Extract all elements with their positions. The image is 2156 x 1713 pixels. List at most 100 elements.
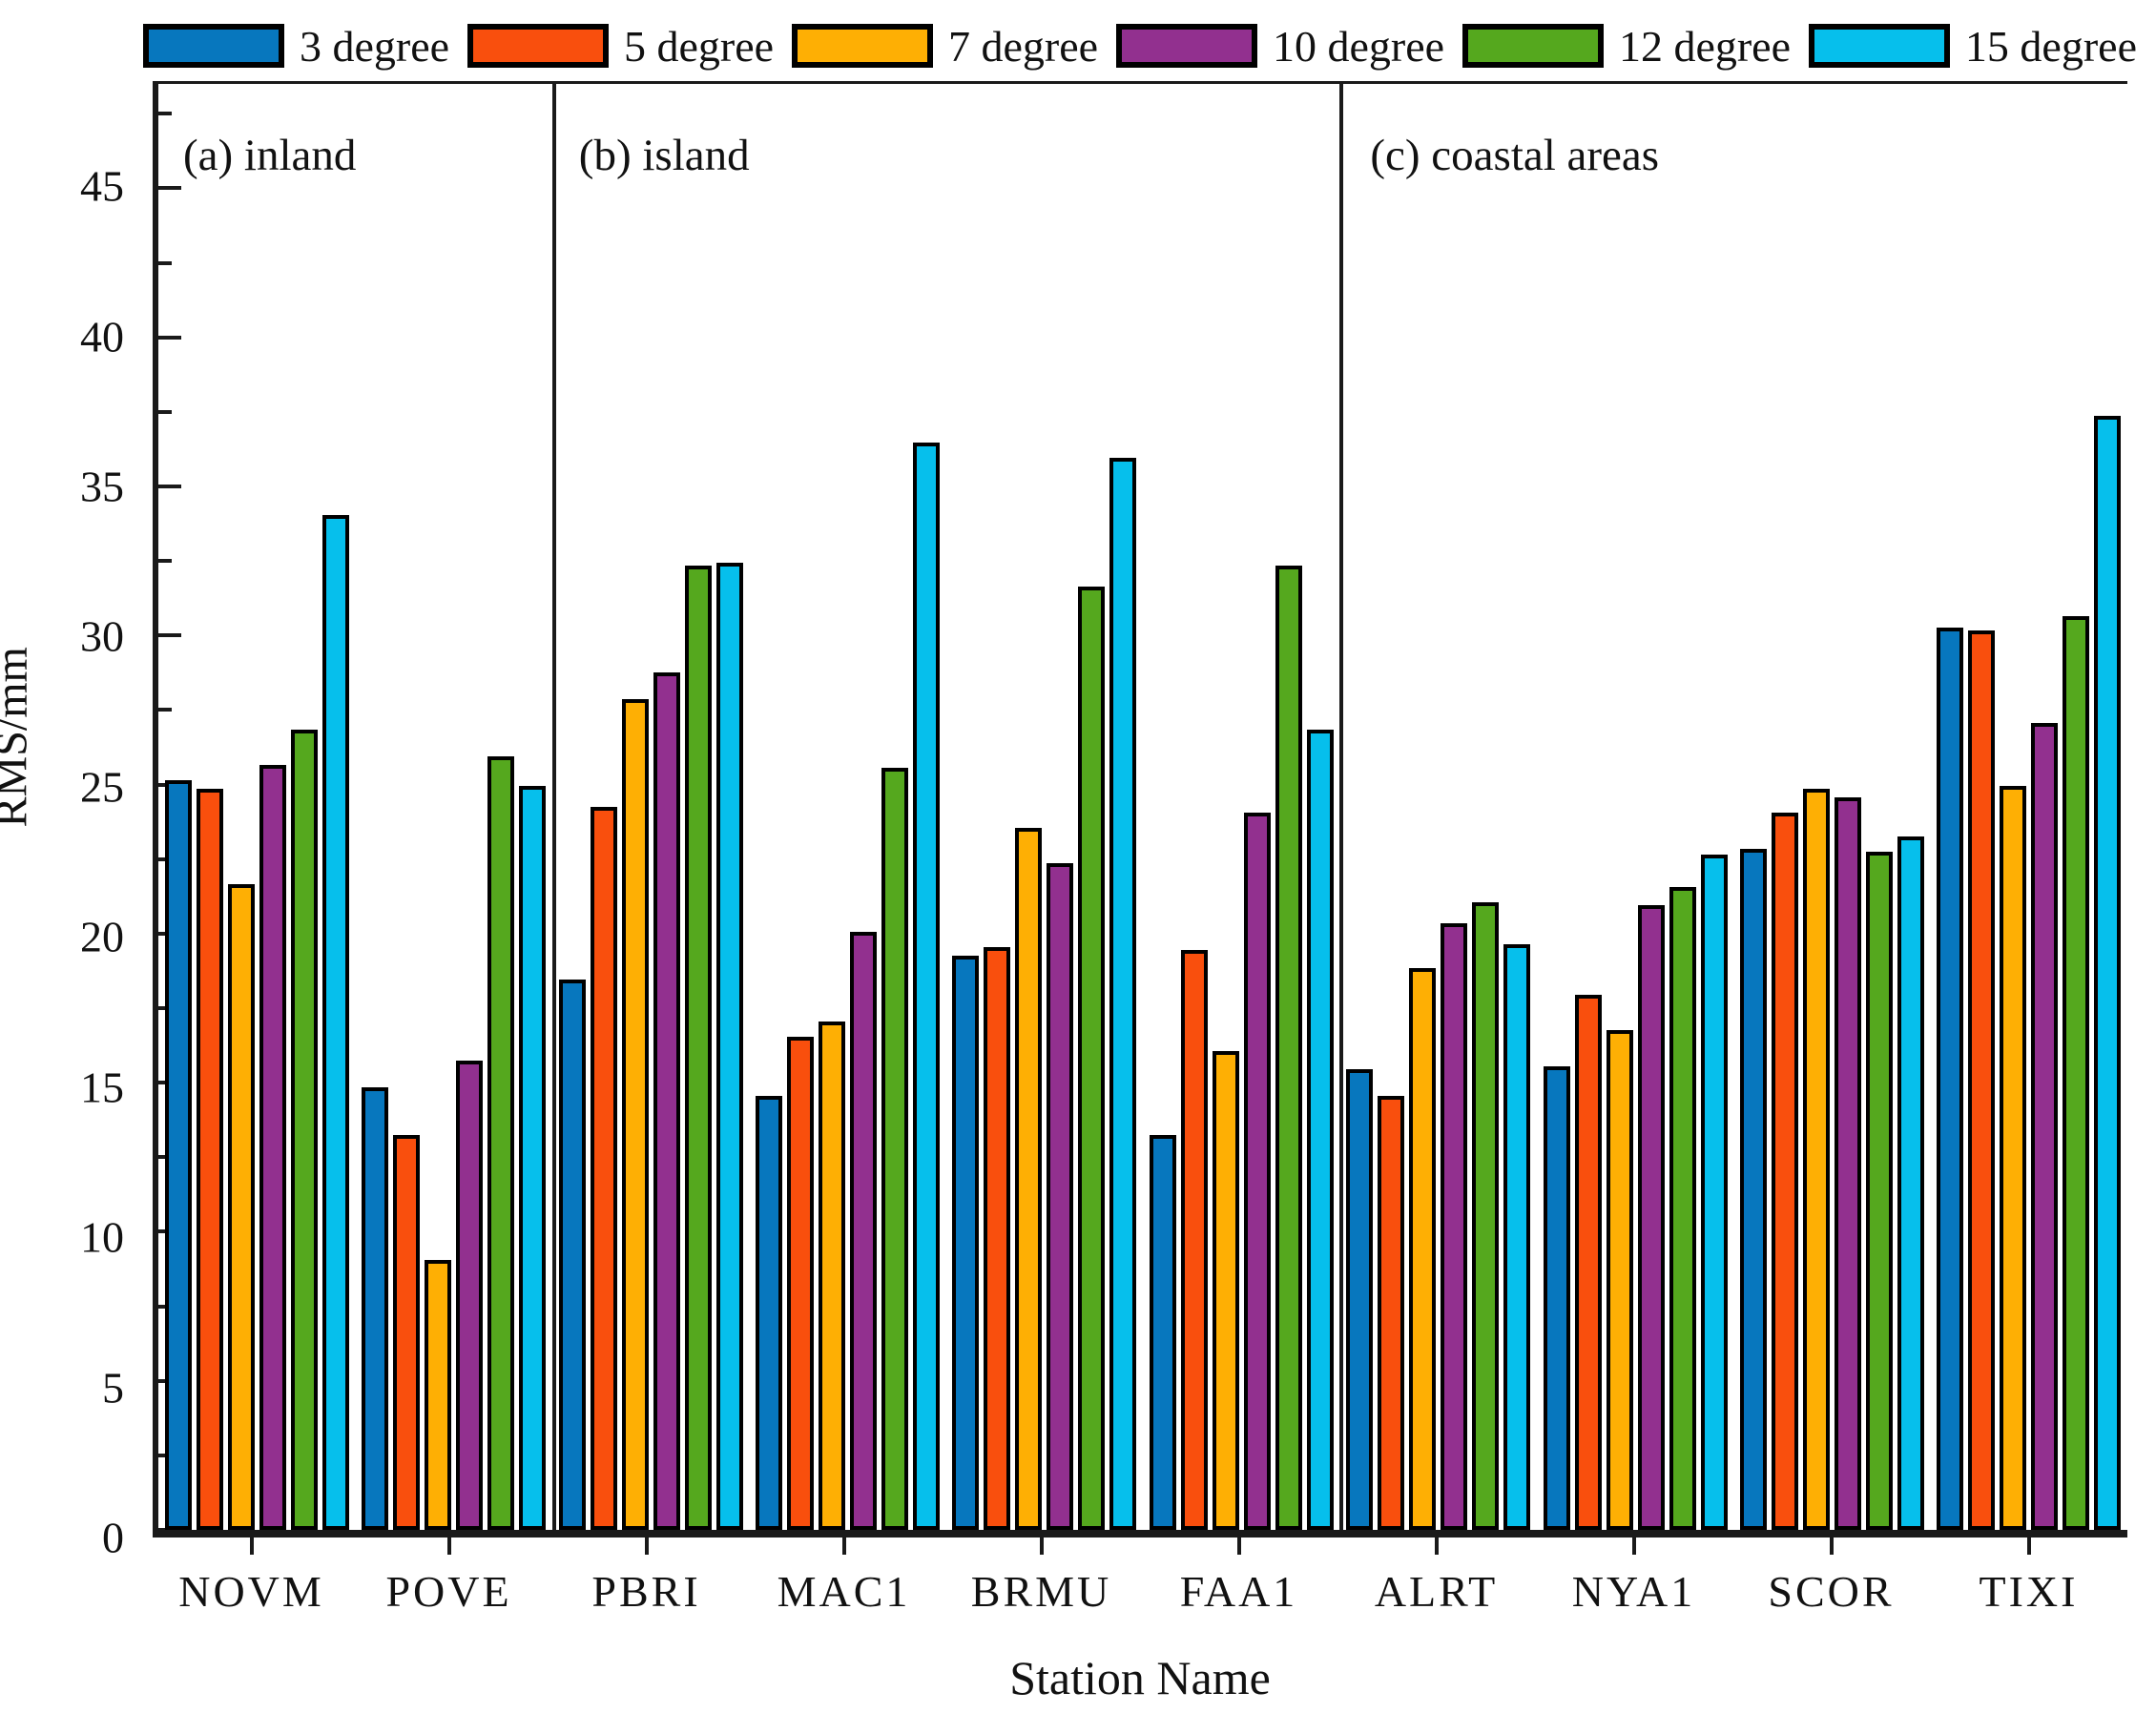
legend-entry-12-degree: 12 degree (1462, 21, 1791, 72)
bar-faa1-10-degree (1243, 813, 1271, 1530)
bar-group-faa1 (1143, 84, 1339, 1530)
bar-group-scor (1733, 84, 1930, 1530)
y-tick-label-5: 5 (102, 1363, 124, 1413)
legend-label: 3 degree (300, 21, 450, 71)
x-axis-title: Station Name (1009, 1651, 1271, 1704)
y-minor-tick-47.5 (158, 112, 172, 116)
x-tick-label-alrt: ALRT (1374, 1567, 1499, 1616)
bar-tixi-12-degree (2063, 615, 2090, 1530)
bar-nya1-15-degree (1700, 854, 1728, 1530)
bar-alrt-15-degree (1503, 943, 1531, 1530)
x-tick-label-mac1: MAC1 (777, 1567, 911, 1616)
bar-pbri-15-degree (715, 562, 743, 1530)
y-minor-tick-42.5 (158, 260, 172, 265)
legend-entry-5-degree: 5 degree (466, 21, 774, 72)
x-axis: NOVM POVE PBRI MAC1 BRMU FAA1 ALRT NYA1 SCOR TIXI… (153, 1538, 2127, 1713)
x-tick-label-nya1: NYA1 (1571, 1567, 1696, 1616)
panel-label-coastal: (c) coastal areas (1370, 131, 1660, 180)
bar-scor-3-degree (1739, 848, 1767, 1530)
bar-faa1-12-degree (1275, 565, 1302, 1530)
bar-pove-15-degree (519, 785, 547, 1530)
y-major-tick-35 (158, 484, 181, 488)
legend-swatch-15-degree (1808, 24, 1950, 68)
bar-novm-3-degree (164, 779, 192, 1530)
y-tick-label-30: 30 (80, 611, 124, 661)
bar-mac1-3-degree (755, 1096, 782, 1530)
legend-swatch-7-degree (791, 24, 933, 68)
bar-novm-5-degree (196, 789, 223, 1530)
y-tick-label-20: 20 (80, 912, 124, 961)
bar-novm-10-degree (259, 765, 286, 1530)
x-tick-alrt (1434, 1538, 1439, 1555)
bar-group-tixi (1931, 84, 2127, 1530)
y-tick-label-0: 0 (102, 1513, 124, 1562)
bar-pove-10-degree (456, 1060, 484, 1530)
x-tick-label-scor: SCOR (1768, 1567, 1895, 1616)
bar-pbri-10-degree (653, 672, 680, 1530)
y-axis-title: RMS/mm (0, 647, 37, 828)
bar-pbri-3-degree (558, 980, 586, 1530)
bar-group-novm (158, 84, 355, 1530)
bar-alrt-7-degree (1409, 967, 1437, 1530)
bar-nya1-12-degree (1669, 887, 1696, 1530)
bar-brmu-15-degree (1109, 458, 1137, 1530)
bar-alrt-5-degree (1378, 1096, 1405, 1530)
panel-divider-inland-island (551, 84, 556, 1530)
y-tick-label-10: 10 (80, 1212, 124, 1262)
y-major-tick-30 (158, 633, 181, 638)
bar-nya1-10-degree (1637, 904, 1665, 1530)
bar-group-mac1 (749, 84, 945, 1530)
legend-swatch-12-degree (1462, 24, 1604, 68)
bar-alrt-12-degree (1472, 901, 1500, 1530)
bar-pove-3-degree (362, 1086, 389, 1530)
x-tick-label-faa1: FAA1 (1179, 1567, 1298, 1616)
bar-mac1-7-degree (818, 1021, 845, 1530)
bar-tixi-3-degree (1937, 628, 1964, 1530)
bar-nya1-7-degree (1606, 1030, 1633, 1530)
bar-pbri-12-degree (684, 565, 712, 1530)
x-tick-label-novm: NOVM (178, 1567, 324, 1616)
plot-area: (a) inland (b) island (c) coastal areas (153, 81, 2127, 1538)
x-tick-mac1 (841, 1538, 846, 1555)
bar-group-nya1 (1537, 84, 1733, 1530)
legend-entry-15-degree: 15 degree (1808, 21, 2137, 72)
bar-tixi-5-degree (1968, 630, 1996, 1530)
x-tick-label-pove: POVE (385, 1567, 512, 1616)
x-tick-tixi (2026, 1538, 2031, 1555)
legend: 3 degree 5 degree 7 degree 10 degree 12 degr… (143, 15, 2137, 76)
x-tick-faa1 (1236, 1538, 1241, 1555)
bar-scor-10-degree (1834, 797, 1861, 1530)
y-minor-tick-37.5 (158, 409, 172, 414)
bar-brmu-7-degree (1015, 827, 1043, 1530)
y-minor-tick-27.5 (158, 708, 172, 712)
bar-pbri-5-degree (590, 806, 617, 1530)
bar-mac1-12-degree (881, 768, 908, 1530)
bar-group-pbri (552, 84, 749, 1530)
bar-brmu-12-degree (1078, 586, 1106, 1530)
legend-entry-7-degree: 7 degree (791, 21, 1098, 72)
panel-divider-island-coastal (1339, 84, 1344, 1530)
bar-novm-15-degree (321, 514, 349, 1530)
bar-groups (158, 84, 2127, 1530)
bar-tixi-7-degree (2000, 785, 2027, 1530)
bar-nya1-5-degree (1574, 994, 1602, 1530)
y-major-tick-0 (158, 1528, 181, 1532)
bar-faa1-5-degree (1180, 949, 1208, 1530)
y-tick-label-45: 45 (80, 161, 124, 211)
bar-pbri-7-degree (621, 699, 649, 1530)
y-major-tick-40 (158, 335, 181, 340)
legend-entry-10-degree: 10 degree (1115, 21, 1444, 72)
y-minor-tick-32.5 (158, 559, 172, 564)
bar-brmu-3-degree (952, 956, 980, 1530)
bar-alrt-3-degree (1346, 1068, 1374, 1530)
legend-swatch-5-degree (466, 24, 609, 68)
bar-mac1-15-degree (912, 443, 940, 1530)
x-tick-label-tixi: TIXI (1979, 1567, 2079, 1616)
y-tick-label-40: 40 (80, 312, 124, 361)
bar-tixi-15-degree (2094, 416, 2122, 1530)
bar-scor-7-degree (1802, 789, 1830, 1530)
panel-label-island: (b) island (578, 131, 750, 180)
x-tick-label-brmu: BRMU (970, 1567, 1112, 1616)
bar-faa1-7-degree (1212, 1051, 1239, 1530)
